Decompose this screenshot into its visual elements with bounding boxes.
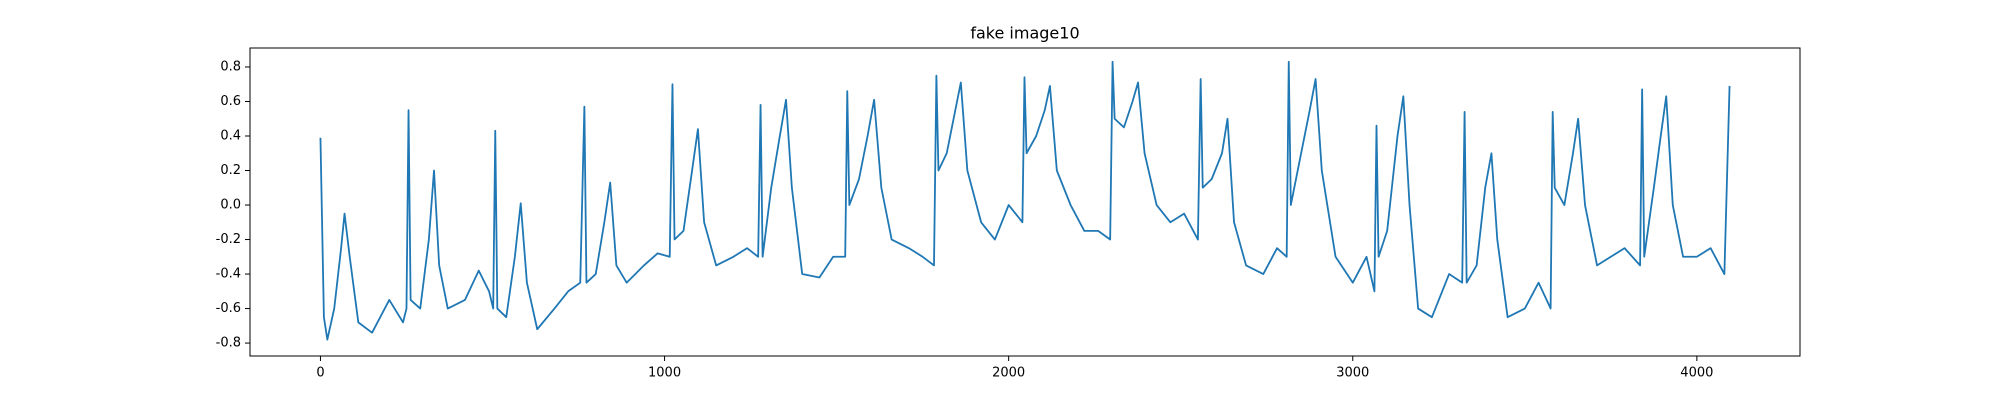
- plot-frame: [249, 47, 1801, 357]
- y-tick-label: 0.4: [220, 129, 241, 144]
- y-tick-label: -0.8: [216, 336, 241, 351]
- x-tick-label: 4000: [1680, 366, 1713, 381]
- y-tick-label: -0.2: [216, 232, 241, 247]
- x-tick-label: 2000: [992, 366, 1025, 381]
- y-tick-label: 0.8: [220, 59, 241, 74]
- x-tick-label: 0: [316, 366, 324, 381]
- series-line: [319, 60, 1731, 341]
- y-tick-label: 0.0: [220, 198, 241, 213]
- y-tick-label: -0.4: [216, 267, 241, 282]
- x-tick-label: 3000: [1336, 366, 1369, 381]
- x-tick-label: 1000: [648, 366, 681, 381]
- y-tick-label: 0.6: [220, 94, 241, 109]
- y-tick-label: -0.6: [216, 301, 241, 316]
- chart-title: fake image10: [970, 24, 1079, 43]
- y-tick-label: 0.2: [220, 163, 241, 178]
